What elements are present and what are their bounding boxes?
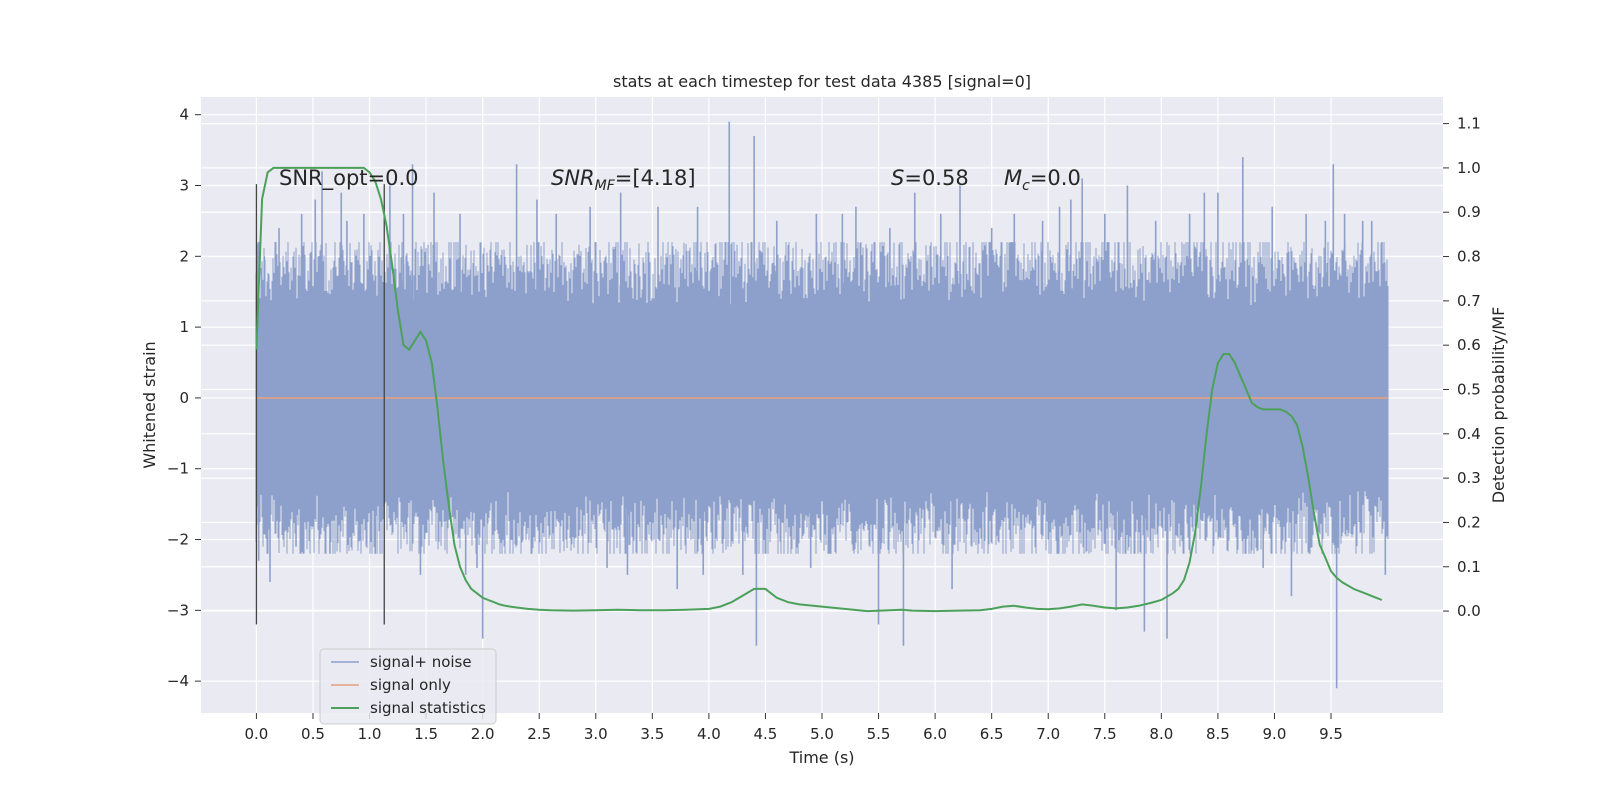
y-ticks: 4 3 2 1 0 −1 −2 −3 −4 [167, 106, 201, 690]
y2-tick-label: 1.0 [1457, 159, 1481, 177]
x-tick-label: 0.5 [301, 725, 325, 743]
annotation-snr-mf-symbol: SNR [551, 166, 595, 190]
x-tick-label: 2.0 [471, 725, 495, 743]
y2-tick-label: 0.7 [1457, 292, 1481, 310]
y2-tick-label: 0.4 [1457, 425, 1481, 443]
legend-box [319, 648, 497, 725]
annotation-snr-mf-value: =[4.18] [615, 166, 696, 190]
x-tick-label: 7.0 [1036, 725, 1060, 743]
y2-tick-label: 0.0 [1457, 602, 1481, 620]
x-tick-label: 4.5 [754, 725, 778, 743]
y2-tick-label: 0.1 [1457, 558, 1481, 576]
x-tick-label: 8.5 [1206, 725, 1230, 743]
annotation-mc: Mc=0.0 [1004, 166, 1081, 194]
x-tick-label: 6.0 [923, 725, 947, 743]
x-tick-label: 5.5 [867, 725, 891, 743]
annotation-snr-mf: SNRMF=[4.18] [551, 166, 696, 194]
annotation-mc-subscript: c [1022, 178, 1030, 194]
x-tick-label: 7.5 [1093, 725, 1117, 743]
x-tick-label: 1.5 [414, 725, 438, 743]
x-tick-label: 9.5 [1319, 725, 1343, 743]
signal-statistics-line [255, 166, 1383, 613]
legend-label-signal-noise: signal+ noise [370, 653, 472, 671]
y2-tick-label: 0.2 [1457, 513, 1481, 531]
x-tick-label: 2.5 [527, 725, 551, 743]
y-tick-label: 1 [179, 318, 189, 336]
y-tick-label: 0 [179, 389, 189, 407]
x-tick-label: 6.5 [980, 725, 1004, 743]
legend-label-signal-only: signal only [370, 676, 451, 694]
y2-axis-label: Detection probability/MF [1489, 307, 1508, 504]
y-tick-label: −3 [167, 601, 189, 619]
y-tick-label: 2 [179, 247, 189, 265]
x-axis-label: Time (s) [788, 748, 854, 767]
y2-tick-label: 0.3 [1457, 469, 1481, 487]
y-tick-label: −4 [167, 672, 189, 690]
x-tick-label: 8.0 [1149, 725, 1173, 743]
signal-noise-series [255, 121, 1389, 689]
x-tick-label: 5.0 [810, 725, 834, 743]
annotations: SNR_opt=0.0 SNRMF=[4.18] S=0.58 Mc=0.0 [279, 166, 1081, 194]
signal-statistics-series [255, 166, 1383, 613]
annotation-s-symbol: S [891, 166, 904, 190]
x-tick-label: 1.0 [358, 725, 382, 743]
y2-tick-label: 1.1 [1457, 115, 1481, 133]
x-tick-label: 3.0 [584, 725, 608, 743]
y2-tick-label: 0.5 [1457, 380, 1481, 398]
x-tick-label: 9.0 [1263, 725, 1287, 743]
y-tick-label: 3 [179, 177, 189, 195]
y-axis-label: Whitened strain [140, 341, 159, 468]
annotation-s-value: =0.58 [904, 166, 968, 190]
annotation-mc-value: =0.0 [1030, 166, 1081, 190]
y2-tick-label: 0.9 [1457, 203, 1481, 221]
y-tick-label: −2 [167, 531, 189, 549]
y-tick-label: −1 [167, 460, 189, 478]
x-tick-label: 0.0 [244, 725, 268, 743]
annotation-snr-opt: SNR_opt=0.0 [279, 166, 419, 191]
y2-tick-label: 0.8 [1457, 248, 1481, 266]
y-tick-label: 4 [179, 106, 189, 124]
chart-title: stats at each timestep for test data 438… [613, 72, 1031, 91]
annotation-snr-mf-subscript: MF [595, 178, 616, 194]
x-tick-label: 3.5 [640, 725, 664, 743]
x-tick-label: 4.0 [697, 725, 721, 743]
x-ticks: 0.0 0.5 1.0 1.5 2.0 2.5 3.0 3.5 4.0 4.5 5.0 5.5 6.0 6… [244, 713, 1343, 743]
legend: signal+ noise signal only signal statist… [319, 648, 497, 725]
annotation-mc-symbol: M [1004, 166, 1022, 190]
vertical-markers [255, 184, 385, 625]
y2-tick-label: 0.6 [1457, 336, 1481, 354]
y2-ticks: 1.1 1.0 0.9 0.8 0.7 0.6 0.5 0.4 0.3 0.2 0.1 0.0 [1443, 115, 1481, 620]
annotation-s: S=0.58 [891, 166, 969, 190]
legend-label-signal-statistics: signal statistics [370, 699, 486, 717]
